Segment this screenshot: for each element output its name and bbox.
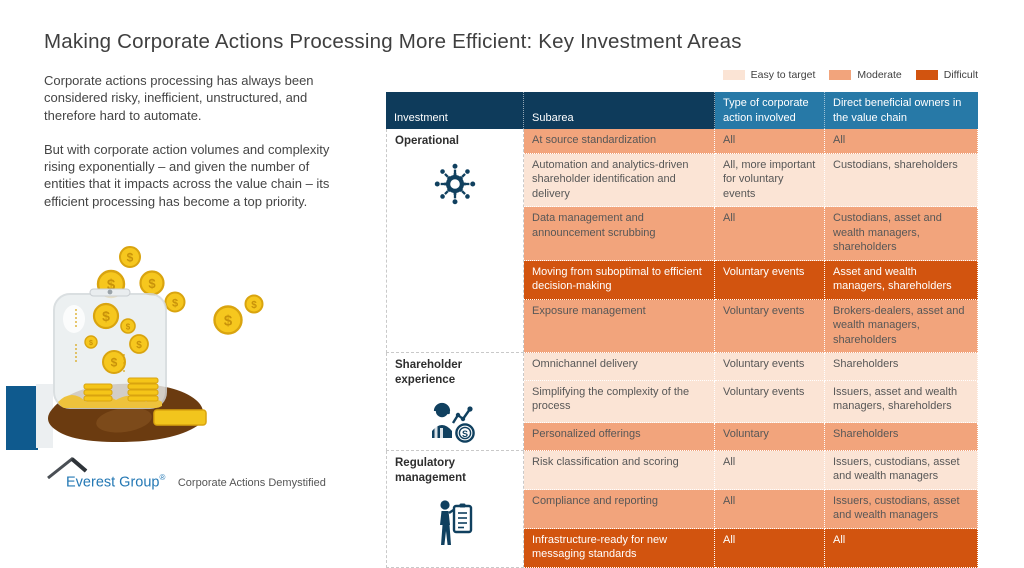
page-title: Making Corporate Actions Processing More…	[44, 30, 742, 53]
svg-text:$: $	[127, 251, 134, 265]
action-type-cell: All	[715, 489, 825, 529]
action-type-cell: Voluntary	[715, 422, 825, 451]
action-type-cell: All	[715, 207, 825, 261]
brand-tagline: Corporate Actions Demystified	[177, 477, 326, 490]
legend-label: Easy to target	[750, 69, 816, 81]
svg-text:$: $	[224, 313, 233, 330]
legend-item-moderate: Moderate	[829, 69, 902, 81]
easy-swatch	[722, 70, 745, 80]
jar: $ $ $ $ $	[53, 288, 167, 409]
difficult-swatch	[915, 70, 938, 80]
subarea-cell: Risk classification and scoring	[524, 450, 715, 490]
beneficial-owners-cell: Custodians, shareholders	[825, 153, 978, 208]
svg-text:$: $	[148, 276, 156, 291]
svg-text:$: $	[107, 277, 116, 294]
subarea-cell: At source standardization	[524, 129, 715, 154]
legend-label: Moderate	[857, 69, 902, 81]
action-type-cell: Voluntary events	[715, 353, 825, 381]
action-type-cell: All, more important for voluntary events	[715, 153, 825, 208]
beneficial-owners-cell: Issuers, asset and wealth managers, shar…	[825, 380, 978, 423]
action-type-cell: Voluntary events	[715, 260, 825, 300]
subarea-cell: Omnichannel delivery	[524, 353, 715, 381]
column-header-type-of-corporate-action-involved: Type of corporate action involved	[715, 92, 825, 130]
investment-group-label: Shareholder experience	[395, 359, 463, 387]
investment-table: Investment Subarea Type of corporate actio…	[386, 92, 978, 568]
subarea-cell: Moving from suboptimal to efficient deci…	[524, 260, 715, 300]
beneficial-owners-cell: Brokers-dealers, asset and wealth manage…	[825, 299, 978, 354]
intro-text: Corporate actions processing has always …	[44, 72, 340, 227]
subarea-cell: Simplifying the complexity of the proces…	[524, 380, 715, 423]
beneficial-owners-cell: Shareholders	[825, 353, 978, 381]
beneficial-owners-cell: Asset and wealth managers, shareholders	[825, 260, 978, 300]
brand-footer: Everest Group® Corporate Actions Demysti…	[44, 455, 364, 495]
beneficial-owners-cell: Issuers, custodians, asset and wealth ma…	[825, 489, 978, 529]
cuff	[36, 384, 53, 448]
coin-stack	[83, 377, 159, 402]
subarea-cell: Infrastructure-ready for new messaging s…	[524, 528, 715, 568]
everest-mountain-icon	[47, 457, 88, 479]
svg-text:$: $	[89, 340, 93, 347]
investment-group-shareholder-experience: Shareholder experience S	[386, 353, 524, 451]
agent-chart-coin-icon: S	[432, 402, 475, 443]
beneficial-owners-cell: Shareholders	[825, 422, 978, 451]
svg-text:$: $	[102, 308, 110, 324]
svg-text:$: $	[251, 300, 257, 311]
column-header-subarea: Subarea	[524, 92, 715, 130]
subarea-cell: Personalized offerings	[524, 422, 715, 451]
beneficial-owners-cell: Custodians, asset and wealth managers, s…	[825, 207, 978, 261]
sleeve	[6, 386, 38, 450]
investment-group-label: Regulatory management	[395, 456, 466, 484]
investment-group-operational: Operational	[386, 129, 524, 354]
legend-item-difficult: Difficult	[915, 69, 978, 81]
moderate-swatch	[829, 70, 852, 80]
subarea-cell: Automation and analytics-driven sharehol…	[524, 153, 715, 208]
beneficial-owners-cell: All	[825, 129, 978, 154]
person-clipboard-icon	[440, 500, 473, 545]
investment-group-label: Operational	[395, 135, 459, 148]
network-gear-icon	[434, 163, 476, 205]
action-type-cell: All	[715, 450, 825, 490]
column-header-direct-beneficial-owners-in-the-value-chain: Direct beneficial owners in the value ch…	[825, 92, 978, 130]
legend: Easy to target Moderate Difficult	[386, 69, 978, 81]
jar-coins-illustration: $ $ $ $ $ $ $ $ $ $ $	[6, 246, 264, 450]
svg-text:$: $	[136, 340, 142, 351]
legend-item-easy: Easy to target	[722, 69, 816, 81]
legend-label: Difficult	[943, 69, 978, 81]
brand-name: Everest Group	[66, 474, 160, 491]
action-type-cell: Voluntary events	[715, 380, 825, 423]
beneficial-owners-cell: All	[825, 528, 978, 568]
svg-text:S: S	[462, 429, 468, 439]
investment-group-regulatory-management: Regulatory management	[386, 450, 524, 568]
action-type-cell: Voluntary events	[715, 299, 825, 354]
intro-paragraph-2: But with corporate action volumes and co…	[44, 141, 330, 209]
column-header-investment: Investment	[386, 92, 524, 130]
svg-text:$: $	[172, 298, 178, 310]
svg-text:$: $	[111, 356, 118, 370]
svg-text:$: $	[126, 323, 131, 332]
subarea-cell: Data management and announcement scrubbi…	[524, 207, 715, 261]
intro-paragraph-1: Corporate actions processing has always …	[44, 73, 314, 123]
registered-mark: ®	[159, 473, 166, 482]
action-type-cell: All	[715, 129, 825, 154]
action-type-cell: All	[715, 528, 825, 568]
beneficial-owners-cell: Issuers, custodians, asset and wealth ma…	[825, 450, 978, 490]
subarea-cell: Compliance and reporting	[524, 489, 715, 529]
subarea-cell: Exposure management	[524, 299, 715, 354]
